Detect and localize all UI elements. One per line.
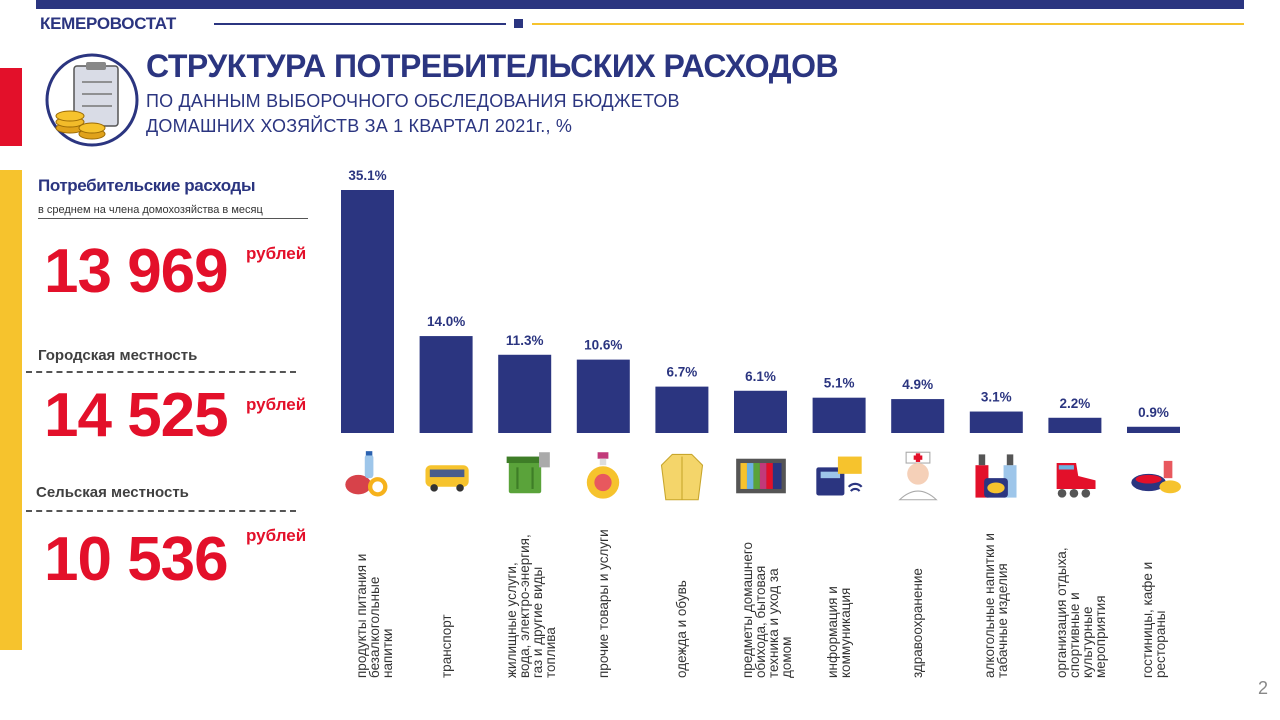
bar-4	[576, 359, 630, 433]
rural-unit: рублей	[246, 526, 307, 545]
bar-value-label-9: 3.1%	[981, 390, 1012, 405]
header-line-navy	[214, 23, 506, 25]
total-unit: рублей	[246, 244, 307, 263]
bar-value-label-2: 14.0%	[427, 314, 465, 329]
urban-unit: рублей	[246, 395, 307, 414]
summary-note: в среднем на члена домохозяйства в месяц	[38, 204, 263, 216]
category-label-11: гостиницы, кафе и рестораны	[1139, 561, 1168, 678]
summary-note-underline	[38, 218, 308, 219]
food-icon	[341, 450, 395, 502]
bar-6	[734, 390, 787, 433]
left-red-accent	[0, 68, 22, 146]
category-label-8: здравоохранение	[910, 568, 926, 678]
bar-value-label-10: 2.2%	[1060, 396, 1091, 411]
bar-value-label-7: 5.1%	[824, 376, 855, 391]
bar-value-label-3: 11.3%	[506, 333, 544, 348]
bar-1	[341, 190, 394, 433]
urban-label: Городская местность	[38, 347, 198, 364]
bar-value-label-5: 6.7%	[667, 365, 698, 380]
coat-icon	[655, 450, 709, 502]
category-label-9: алкогольные напитки и табачные изделия	[982, 533, 1011, 678]
category-label-5: одежда и обувь	[674, 580, 690, 678]
bottles-icon	[969, 450, 1023, 502]
bar-8	[891, 399, 945, 433]
rural-divider	[26, 510, 296, 512]
bar-value-label-8: 4.9%	[902, 377, 933, 392]
nurse-icon	[891, 450, 945, 502]
roller-skate-icon	[1048, 450, 1102, 502]
bar-value-label-4: 10.6%	[584, 338, 622, 353]
rural-label: Сельская местность	[36, 484, 189, 501]
brand-name: КЕМЕРОВОСТАТ	[40, 14, 177, 33]
category-label-10: организация отдыха, спортивные и культур…	[1054, 547, 1109, 678]
category-label-7: информация и коммуникация	[825, 586, 854, 678]
category-label-6: предметы домашнего обихода, бытовая техн…	[740, 542, 794, 678]
urban-divider	[26, 371, 296, 373]
bar-9	[969, 411, 1023, 433]
rural-value: 10 536	[44, 525, 229, 594]
tv-icon	[734, 450, 788, 502]
bar-3	[498, 354, 552, 433]
page-title: СТРУКТУРА ПОТРЕБИТЕЛЬСКИХ РАСХОДОВ	[146, 48, 839, 84]
bar-11	[1127, 426, 1180, 433]
budget-emblem-icon	[44, 52, 140, 148]
category-label-4: прочие товары и услуги	[595, 529, 611, 678]
phone-icon	[812, 450, 866, 502]
bar-value-label-1: 35.1%	[348, 168, 386, 183]
category-label-1: продукты питания и безалкогольные напитк…	[353, 553, 395, 678]
bar-10	[1048, 417, 1102, 433]
subtitle-line-1: ПО ДАННЫМ ВЫБОРОЧНОГО ОБСЛЕДОВАНИЯ БЮДЖЕ…	[146, 91, 680, 111]
bar-7	[812, 397, 866, 433]
page-number: 2	[1257, 678, 1268, 698]
summary-heading: Потребительские расходы	[38, 176, 256, 195]
top-bar	[36, 0, 1244, 9]
bus-icon	[419, 450, 473, 502]
subtitle-line-2: ДОМАШНИХ ХОЗЯЙСТВ ЗА 1 КВАРТАЛ 2021г., %	[146, 116, 573, 136]
bar-value-label-6: 6.1%	[745, 369, 776, 384]
category-label-3: жилищные услуги, вода, электро-энергия, …	[504, 534, 559, 678]
left-yellow-accent	[0, 170, 22, 650]
bar-value-label-11: 0.9%	[1138, 405, 1169, 420]
category-label-2: транспорт	[438, 614, 454, 678]
bar-5	[655, 386, 709, 433]
trash-bin-icon	[498, 450, 552, 502]
bar-2	[419, 336, 473, 433]
total-value: 13 969	[44, 237, 229, 306]
dish-icon	[1127, 450, 1181, 502]
urban-value: 14 525	[44, 381, 229, 450]
perfume-bottle-icon	[576, 450, 630, 502]
header-square	[514, 19, 523, 28]
header-line-yellow	[532, 23, 1244, 25]
